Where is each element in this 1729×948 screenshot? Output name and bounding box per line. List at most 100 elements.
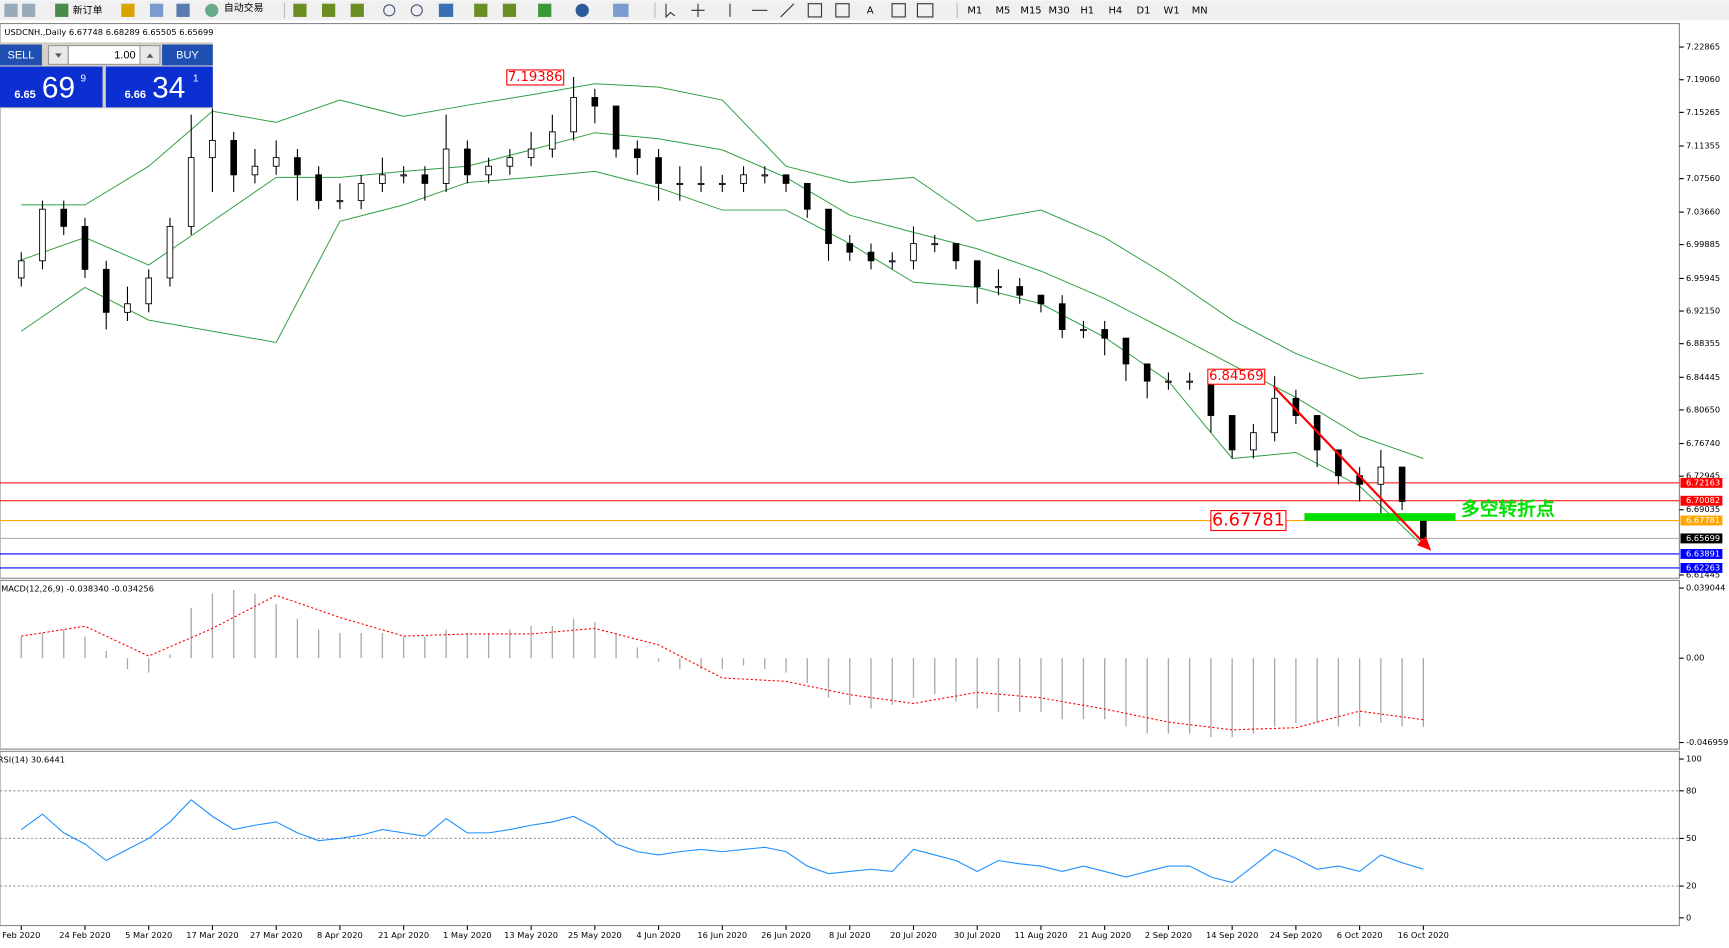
icon[interactable] (55, 3, 69, 17)
chart-title: USDCNH.,Daily 6.67748 6.68289 6.65505 6.… (4, 27, 213, 37)
candle-body (1207, 380, 1215, 416)
timeframe[interactable]: MN (1192, 5, 1208, 16)
x-tick-label: 14 Sep 2020 (1206, 930, 1258, 940)
timeframe[interactable]: H4 (1108, 5, 1122, 16)
icon[interactable] (916, 3, 934, 18)
y-tick-label: 80 (1686, 785, 1697, 795)
ask-prefix: 6.66 (125, 89, 146, 101)
macd-panel (0, 579, 1680, 750)
sell-button[interactable] (0, 44, 42, 66)
y-tick-label: 6.61445 (1686, 569, 1720, 579)
y-tick-label: 6.80650 (1686, 404, 1720, 414)
candle-body (464, 148, 471, 176)
bollinger-band (20, 170, 1424, 547)
level-label-bg (1680, 533, 1723, 544)
icon[interactable] (691, 3, 705, 17)
x-tick-label: 5 Mar 2020 (125, 930, 172, 940)
lot-value[interactable]: 1.00 (114, 49, 135, 61)
timeframe[interactable]: W1 (1164, 5, 1180, 16)
trend-arrow (1272, 385, 1425, 544)
candle-body (102, 268, 110, 313)
icon[interactable] (22, 3, 36, 17)
ask-box[interactable] (105, 66, 213, 108)
timeframe[interactable]: M5 (995, 5, 1010, 16)
icon[interactable] (149, 3, 164, 17)
candle-body (1398, 466, 1406, 502)
timeframe[interactable]: D1 (1137, 5, 1151, 16)
annotation-box (1207, 368, 1266, 385)
timeframe[interactable]: M1 (967, 5, 982, 16)
icon[interactable] (891, 3, 906, 18)
candle-body (272, 157, 280, 167)
macd-title: MACD(12,26,9) -0.038340 -0.034256 (1, 584, 154, 594)
candle-body (379, 174, 386, 184)
macd-signal (21, 594, 1424, 731)
candle-body (740, 174, 747, 184)
y-tick-label: 6.99885 (1686, 239, 1720, 249)
icon[interactable] (575, 3, 589, 17)
y-tick-label: 6.69035 (1686, 504, 1720, 514)
x-tick-label: 4 Jun 2020 (636, 930, 680, 940)
candle-body (1250, 432, 1257, 451)
annotation-box (506, 69, 565, 86)
icon[interactable] (807, 3, 823, 18)
icon[interactable] (121, 3, 135, 17)
candle-body (1335, 449, 1342, 477)
icon[interactable] (205, 3, 219, 17)
timeframe[interactable]: M15 (1020, 5, 1041, 16)
x-tick-label: 11 Aug 2020 (1014, 930, 1067, 940)
bid-big: 69 (42, 72, 75, 105)
candle-body (995, 286, 1002, 289)
icon[interactable] (410, 4, 423, 17)
y-tick-label: 7.07560 (1686, 173, 1720, 183)
candle-body (888, 260, 896, 263)
y-tick-label: 6.95945 (1686, 273, 1720, 283)
x-tick-label: 2 Sep 2020 (1145, 930, 1192, 940)
toolbar-button[interactable]: 自动交易 (224, 1, 264, 14)
sell-label[interactable]: SELL (7, 49, 34, 61)
buy-button[interactable] (162, 44, 213, 66)
timeframe[interactable]: H1 (1080, 5, 1094, 16)
candle-body (81, 225, 89, 270)
icon[interactable] (780, 3, 795, 18)
level-label: 6.62263 (1686, 562, 1720, 572)
candle-body (442, 148, 450, 184)
bollinger-band (21, 83, 1424, 380)
timeframe[interactable]: M30 (1049, 5, 1070, 16)
buy-label[interactable]: BUY (176, 49, 199, 61)
icon[interactable] (613, 3, 629, 17)
icon[interactable] (321, 3, 336, 17)
x-tick-label: 30 Jul 2020 (954, 930, 1001, 940)
candle-body (336, 200, 344, 203)
candle-body (655, 157, 662, 184)
bid-box[interactable] (0, 66, 103, 108)
level-label-bg (1680, 549, 1723, 559)
toolbar-button[interactable]: 新订单 (73, 3, 103, 16)
icon[interactable] (293, 3, 307, 17)
x-tick-label: 21 Aug 2020 (1078, 930, 1131, 940)
icon[interactable] (538, 3, 552, 17)
candle-body (591, 97, 599, 107)
x-tick-label: 21 Apr 2020 (378, 930, 429, 940)
icon[interactable] (438, 3, 454, 17)
icon[interactable] (176, 3, 190, 17)
icon[interactable] (474, 3, 488, 17)
icon[interactable] (835, 3, 850, 18)
candle-body (230, 139, 237, 176)
icon[interactable] (383, 4, 396, 17)
x-tick-label: 24 Sep 2020 (1270, 930, 1322, 940)
icon[interactable] (502, 3, 517, 17)
icon[interactable] (4, 3, 18, 17)
candle-body (1377, 466, 1385, 485)
text-tool[interactable]: A (867, 5, 874, 16)
y-tick-label: -0.046959 (1686, 737, 1728, 747)
candle-body (60, 208, 68, 227)
icon[interactable] (350, 3, 364, 17)
note: 多空转折点 (1461, 498, 1555, 520)
candle-body (124, 303, 131, 313)
x-tick-label: 8 Apr 2020 (317, 930, 363, 940)
one-click-panel: SELL 1.00 BUY 6.65 69 9 6.66 34 1 (0, 42, 213, 109)
icon[interactable] (665, 3, 676, 19)
